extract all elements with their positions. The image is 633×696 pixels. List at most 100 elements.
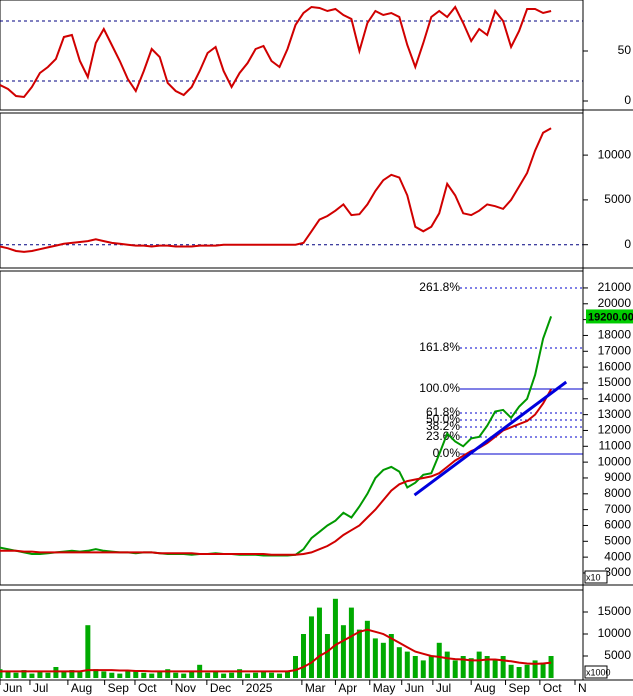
fib-label: 61.8% [426,405,460,419]
volume-bar [548,656,554,678]
volume-bar [324,634,330,678]
x-tick-label: Jun [3,681,22,695]
volume-bar [380,642,386,678]
y-tick-label: 11000 [599,438,632,452]
x-tick-label: Oct [543,681,562,695]
volume-bar [396,647,402,678]
volume-bar [484,656,490,678]
y-tick-label: 14000 [598,391,632,405]
x-tick-label: Jul [436,681,451,695]
volume-bar [300,634,306,678]
volume-bar [372,638,378,678]
y-tick-label: 16000 [598,359,632,373]
x-tick-label: Jul [33,681,48,695]
x-tick-label: 2025 [246,681,273,695]
y-tick-label: 10000 [598,626,632,640]
volume-bar [404,651,410,678]
volume-bar [5,671,11,678]
volume-bar [205,672,211,678]
y-tick-label: 5000 [604,648,631,662]
volume-bar [141,672,147,678]
x-tick-label: Apr [338,681,357,695]
unit-box [584,570,608,584]
x-tick-label: Dec [210,681,231,695]
volume-bar [37,671,43,678]
volume-bar [117,673,123,678]
last-price-label: 19200.00 [588,311,633,323]
y-tick-label: 4000 [604,549,631,563]
x-tick-label: N [578,681,587,695]
series-line [0,388,552,556]
volume-bar [93,669,99,678]
y-tick-label: 8000 [604,486,631,500]
volume-bar [109,672,115,678]
panel-frame [0,0,584,111]
volume-bar [540,662,546,678]
volume-bar [492,660,498,678]
volume-bar [85,625,91,678]
volume-bar [69,670,75,678]
y-tick-label: 6000 [604,518,631,532]
series-line [0,5,552,99]
volume-bar [516,667,522,678]
unit-label: x10 [586,572,601,582]
panel-frame [0,270,584,586]
volume-bar [340,625,346,678]
volume-bar [269,672,275,678]
y-tick-label: 0 [624,237,631,251]
x-tick-label: Sep [509,681,531,695]
volume-bar [189,671,195,678]
volume-bar [356,629,362,678]
volume-bar [0,669,3,678]
fib-label: 261.8% [419,280,460,294]
y-tick-label: 15000 [598,375,632,389]
y-tick-label: 9000 [604,470,631,484]
unit-box [584,665,608,679]
y-tick-label: 12000 [598,423,632,437]
y-tick-label: 5000 [604,192,631,206]
x-tick-label: Jun [405,681,424,695]
x-tick-label: Nov [175,681,196,695]
y-tick-label: 7000 [604,502,631,516]
volume-bar [285,671,291,678]
volume-bar [237,669,243,678]
fib-label: 23.6% [426,429,460,443]
volume-bar [476,651,482,678]
y-tick-label: 18000 [598,328,632,342]
volume-bar [308,616,314,678]
y-tick-label: 13000 [598,407,632,421]
volume-bar [388,634,394,678]
volume-bar [332,598,338,678]
volume-bar [277,673,283,678]
volume-bar [157,671,163,678]
x-tick-label: May [373,681,396,695]
volume-bar [181,673,187,678]
volume-bar [420,660,426,678]
volume-bar [245,673,251,678]
x-tick-label: Aug [474,681,495,695]
volume-bar [61,671,67,678]
volume-bar [45,672,51,678]
x-tick-label: Mar [305,681,326,695]
volume-bar [292,656,298,678]
series-line [0,127,552,253]
volume-bar [428,656,434,678]
volume-bar [261,671,267,678]
volume-bar [125,670,131,678]
x-tick-label: Oct [138,681,157,695]
y-tick-label: 20000 [598,296,632,310]
fib-label: 100.0% [419,381,460,395]
volume-bar [436,642,442,678]
volume-bar [532,660,538,678]
volume-bar [229,672,235,678]
volume-bar [253,672,259,678]
volume-bar [29,673,35,678]
volume-bar [165,669,171,678]
last-price-box [586,309,633,324]
volume-bar [364,620,370,678]
volume-bar [101,671,107,678]
unit-label: x1000 [586,667,611,677]
volume-bar [21,670,27,678]
volume-bar [77,671,83,678]
volume-bar [412,656,418,678]
